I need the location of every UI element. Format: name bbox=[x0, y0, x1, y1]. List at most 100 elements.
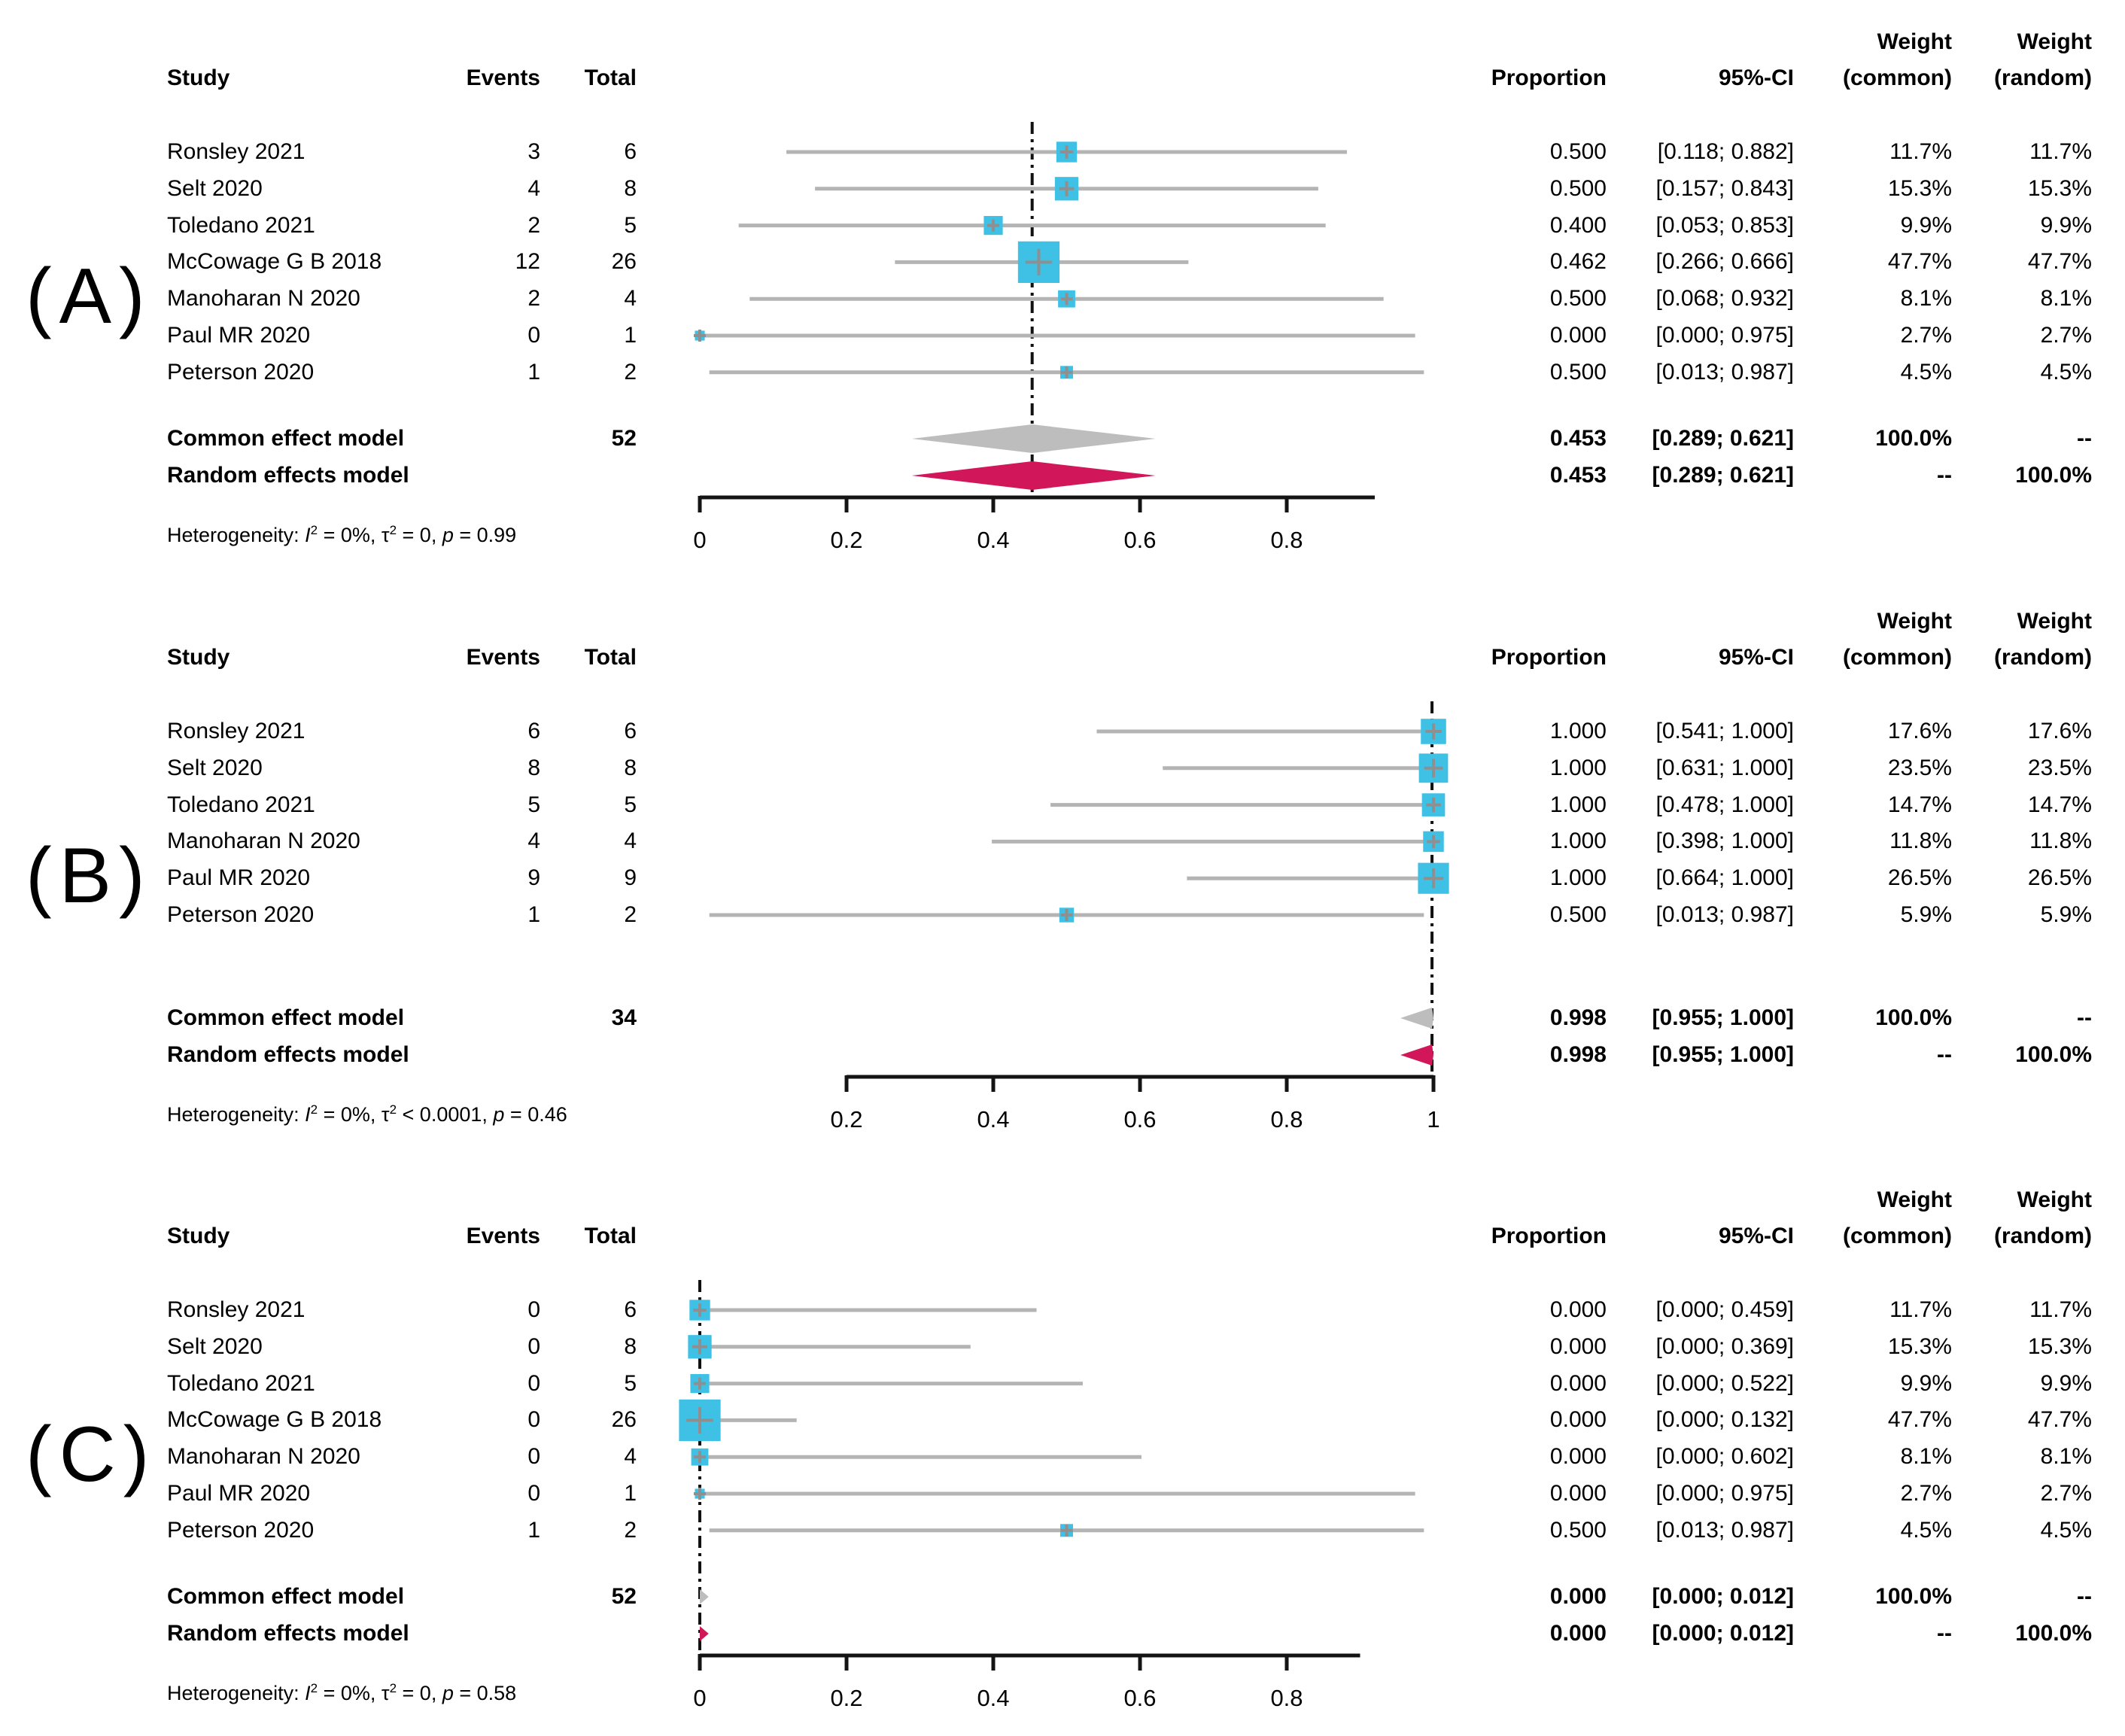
events-value: 9 bbox=[527, 865, 540, 891]
study-name: Toledano 2021 bbox=[167, 212, 315, 238]
proportion-value: 0.000 bbox=[1549, 1481, 1607, 1506]
ci-value: [0.118; 0.882] bbox=[1657, 139, 1794, 164]
common-ci-value: [0.000; 0.012] bbox=[1652, 1584, 1794, 1609]
random-proportion-value: 0.453 bbox=[1549, 463, 1607, 488]
header-ci: 95%-CI bbox=[1718, 1224, 1794, 1248]
axis-tick-label: 0.4 bbox=[977, 527, 1010, 553]
study-name: McCowage G B 2018 bbox=[167, 1407, 382, 1433]
weight-common-value: 8.1% bbox=[1900, 1444, 1952, 1470]
total-value: 2 bbox=[624, 359, 637, 385]
random-weight-random-value: 100.0% bbox=[2015, 1042, 2092, 1067]
weight-random-value: 5.9% bbox=[2040, 902, 2092, 927]
events-value: 0 bbox=[527, 1444, 540, 1470]
header-ci: 95%-CI bbox=[1718, 65, 1794, 90]
header-study: Study bbox=[167, 645, 230, 670]
header-weight-common-top: Weight bbox=[1877, 609, 1952, 634]
random-weight-random-value: 100.0% bbox=[2015, 1621, 2092, 1646]
random-effects-diamond bbox=[911, 461, 1156, 490]
common-weight-common-value: 100.0% bbox=[1875, 1584, 1952, 1609]
header-weight-common-top: Weight bbox=[1877, 1187, 1952, 1212]
header-weight-common-sub: (common) bbox=[1843, 645, 1952, 670]
events-value: 1 bbox=[527, 902, 540, 927]
ci-value: [0.000; 0.602] bbox=[1655, 1444, 1795, 1470]
header-proportion: Proportion bbox=[1491, 65, 1607, 90]
events-value: 0 bbox=[527, 1297, 540, 1322]
weight-random-value: 15.3% bbox=[2027, 1333, 2092, 1359]
random-model-label: Random effects model bbox=[167, 1621, 409, 1646]
forest-plot-b bbox=[709, 701, 1449, 1092]
common-effect-diamond bbox=[700, 1589, 709, 1604]
header-weight-random-top: Weight bbox=[2017, 609, 2092, 634]
weight-random-value: 14.7% bbox=[2027, 792, 2092, 817]
weight-random-value: 11.7% bbox=[2029, 1297, 2092, 1322]
axis-tick-label: 0.4 bbox=[977, 1685, 1010, 1711]
total-value: 2 bbox=[624, 902, 637, 927]
study-name: Toledano 2021 bbox=[167, 1370, 315, 1396]
proportion-value: 0.500 bbox=[1549, 286, 1607, 312]
random-model-label: Random effects model bbox=[167, 463, 409, 488]
header-total: Total bbox=[584, 65, 637, 90]
ci-value: [0.000; 0.522] bbox=[1655, 1370, 1795, 1396]
random-effects-diamond bbox=[1400, 1044, 1433, 1066]
header-total: Total bbox=[584, 1224, 637, 1248]
weight-common-value: 15.3% bbox=[1887, 1333, 1952, 1359]
proportion-value: 0.000 bbox=[1549, 1407, 1607, 1433]
header-weight-common-top: Weight bbox=[1877, 29, 1952, 54]
proportion-value: 1.000 bbox=[1549, 792, 1607, 817]
weight-common-value: 8.1% bbox=[1900, 286, 1952, 312]
common-ci-value: [0.955; 1.000] bbox=[1652, 1005, 1794, 1030]
panel-label-c: (C) bbox=[26, 1411, 157, 1498]
header-study: Study bbox=[167, 65, 230, 90]
total-value: 8 bbox=[624, 175, 637, 201]
study-name: Selt 2020 bbox=[167, 175, 263, 201]
events-value: 8 bbox=[527, 755, 540, 780]
events-value: 0 bbox=[527, 1370, 540, 1396]
weight-common-value: 9.9% bbox=[1900, 1370, 1952, 1396]
heterogeneity-text: Heterogeneity: I2 = 0%, τ2 = 0, p = 0.58 bbox=[167, 1681, 517, 1704]
common-total-value: 52 bbox=[611, 1584, 637, 1609]
ci-value: [0.398; 1.000] bbox=[1655, 828, 1795, 854]
weight-common-value: 23.5% bbox=[1887, 755, 1952, 780]
proportion-value: 0.000 bbox=[1549, 1444, 1607, 1470]
weight-random-value: 8.1% bbox=[2040, 286, 2092, 312]
ci-value: [0.053; 0.853] bbox=[1655, 212, 1795, 238]
panel-label-a: (A) bbox=[26, 253, 153, 340]
panel-label-b: (B) bbox=[26, 832, 153, 920]
weight-random-value: 2.7% bbox=[2040, 1481, 2092, 1506]
events-value: 6 bbox=[527, 719, 540, 743]
weight-common-value: 47.7% bbox=[1887, 1407, 1952, 1433]
common-effect-diamond bbox=[1400, 1008, 1433, 1029]
panel-c: 0 0.2 0.4 0.6 0.8 (C) Weight Weight Study Events T… bbox=[0, 1163, 2125, 1736]
common-proportion-value: 0.453 bbox=[1549, 426, 1607, 451]
axis-tick-label: 0 bbox=[693, 1685, 707, 1711]
forest-plot-a bbox=[694, 122, 1424, 512]
events-value: 4 bbox=[527, 175, 540, 201]
ci-value: [0.013; 0.987] bbox=[1655, 1517, 1795, 1543]
axis-tick-label: 0.6 bbox=[1123, 1685, 1157, 1711]
ci-value: [0.157; 0.843] bbox=[1655, 175, 1795, 201]
ci-value: [0.541; 1.000] bbox=[1655, 719, 1795, 743]
common-model-label: Common effect model bbox=[167, 1005, 405, 1030]
header-weight-random-top: Weight bbox=[2017, 29, 2092, 54]
total-value: 5 bbox=[624, 1370, 637, 1396]
common-model-label: Common effect model bbox=[167, 426, 405, 451]
total-value: 1 bbox=[624, 1481, 637, 1506]
ci-value: [0.013; 0.987] bbox=[1655, 902, 1795, 927]
weight-common-value: 11.7% bbox=[1889, 1297, 1952, 1322]
events-value: 0 bbox=[527, 1407, 540, 1433]
weight-common-value: 17.6% bbox=[1887, 719, 1952, 743]
forest-plot-c bbox=[679, 1280, 1424, 1671]
weight-common-value: 11.7% bbox=[1889, 139, 1952, 164]
proportion-value: 0.500 bbox=[1549, 139, 1607, 164]
weight-random-value: 47.7% bbox=[2027, 1407, 2092, 1433]
weight-random-value: 17.6% bbox=[2027, 719, 2092, 743]
random-weight-random-value: 100.0% bbox=[2015, 463, 2092, 488]
weight-common-value: 26.5% bbox=[1887, 865, 1952, 891]
header-total: Total bbox=[584, 645, 637, 670]
proportion-value: 0.500 bbox=[1549, 1517, 1607, 1543]
study-name: McCowage G B 2018 bbox=[167, 249, 382, 275]
study-name: Paul MR 2020 bbox=[167, 1481, 311, 1506]
header-events: Events bbox=[466, 1224, 540, 1248]
axis-tick-label: 0.8 bbox=[1270, 1685, 1303, 1711]
